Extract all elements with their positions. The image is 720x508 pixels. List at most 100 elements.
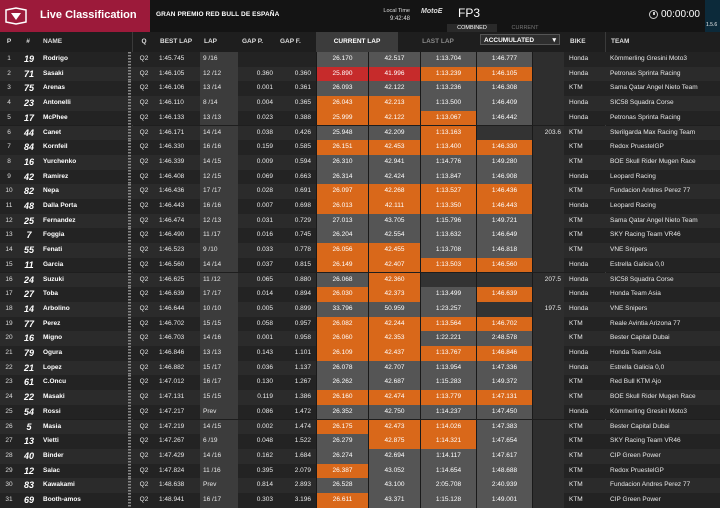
table-row[interactable]: 17 27 Toba Q2 1:46.639 17 /17 0.014 0.89… (0, 287, 720, 302)
table-row[interactable]: 28 40 Binder Q2 1:47.429 14 /16 0.162 1.… (0, 448, 720, 464)
table-row[interactable]: 9 42 Ramirez Q2 1:46.408 12 /15 0.069 0.… (0, 169, 720, 185)
row-drag-handle[interactable] (128, 257, 131, 273)
table-row[interactable]: 6 44 Canet Q2 1:46.171 14 /14 0.038 0.42… (0, 125, 720, 141)
row-drag-handle[interactable] (128, 213, 131, 229)
table-row[interactable]: 31 69 Booth-amos Q2 1:48.941 16 /17 0.30… (0, 493, 720, 508)
lap-time-cell: 1:46.639 (476, 287, 532, 302)
row-drag-handle[interactable] (128, 331, 131, 346)
table-row[interactable]: 22 21 Lopez Q2 1:46.882 15 /17 0.036 1.1… (0, 360, 720, 376)
row-drag-handle[interactable] (128, 272, 131, 288)
table-row[interactable]: 21 79 Ogura Q2 1:46.846 13 /13 0.143 1.1… (0, 346, 720, 361)
table-row[interactable]: 30 83 Kawakami Q2 1:48.638 Prev 0.814 2.… (0, 478, 720, 493)
table-row[interactable]: 29 12 Salac Q2 1:47.824 11 /16 0.395 2.0… (0, 463, 720, 479)
gap-first-cell: 0.957 (294, 319, 311, 327)
table-row[interactable]: 14 55 Fenati Q2 1:46.523 9 /10 0.033 0.7… (0, 243, 720, 258)
rider-name-cell: Fenati (43, 246, 63, 254)
row-drag-handle[interactable] (128, 125, 131, 141)
side-panel-toggle[interactable]: 1.5.6 (705, 0, 720, 32)
row-drag-handle[interactable] (128, 478, 131, 493)
best-lap-cell: 1:46.110 (159, 99, 184, 107)
table-row[interactable]: 5 17 McPhee Q2 1:46.133 13 /13 0.023 0.3… (0, 110, 720, 126)
table-row[interactable]: 15 11 Garcia Q2 1:46.560 14 /14 0.037 0.… (0, 257, 720, 273)
col-header-bike[interactable]: BIKE (570, 38, 586, 45)
row-drag-handle[interactable] (128, 199, 131, 214)
table-row[interactable]: 4 23 Antonelli Q2 1:46.110 8 /14 0.004 0… (0, 96, 720, 111)
table-row[interactable]: 1 19 Rodrigo Q2 1:45.745 9 /16 26.170 42… (0, 52, 720, 67)
col-header-name[interactable]: NAME (43, 38, 63, 45)
rider-name-cell: Booth-amos (43, 496, 81, 503)
bike-cell: KTM (569, 128, 583, 136)
col-header-q[interactable]: Q (141, 38, 147, 45)
tab-last-lap[interactable]: LAST LAP (422, 38, 454, 45)
col-header-best-lap[interactable]: BEST LAP (160, 38, 193, 45)
row-drag-handle[interactable] (128, 419, 131, 435)
row-drag-handle[interactable] (128, 169, 131, 185)
row-drag-handle[interactable] (128, 66, 131, 82)
table-row[interactable]: 13 7 Foggia Q2 1:46.490 11 /17 0.016 0.7… (0, 228, 720, 244)
table-row[interactable]: 10 82 Nepa Q2 1:46.436 17 /17 0.028 0.69… (0, 184, 720, 199)
row-drag-handle[interactable] (128, 81, 131, 97)
team-cell: CIP Green Power (610, 496, 661, 503)
row-drag-handle[interactable] (128, 463, 131, 479)
row-drag-handle[interactable] (128, 390, 131, 405)
col-header-number[interactable]: # (26, 38, 30, 45)
table-row[interactable]: 11 48 Dalla Porta Q2 1:46.443 16 /16 0.0… (0, 199, 720, 214)
rider-number-cell: 84 (23, 142, 34, 153)
qualify-cell: Q2 (139, 187, 149, 195)
col-header-gap-f[interactable]: GAP F. (280, 38, 301, 45)
table-row[interactable]: 27 13 Vietti Q2 1:47.267 6 /19 0.048 1.5… (0, 434, 720, 449)
table-row[interactable]: 16 24 Suzuki Q2 1:46.625 11 /12 0.065 0.… (0, 272, 720, 288)
row-drag-handle[interactable] (128, 434, 131, 449)
row-drag-handle[interactable] (128, 404, 131, 420)
qualify-cell: Q2 (139, 393, 149, 401)
best-lap-cell: 1:46.639 (159, 290, 185, 298)
table-row[interactable]: 23 61 C.Oncu Q2 1:47.012 16 /17 0.130 1.… (0, 375, 720, 391)
table-row[interactable]: 25 54 Rossi Q2 1:47.217 Prev 0.086 1.472… (0, 404, 720, 420)
row-drag-handle[interactable] (128, 448, 131, 464)
table-row[interactable]: 2 71 Sasaki Q2 1:46.105 12 /12 0.360 0.3… (0, 66, 720, 82)
table-row[interactable]: 12 25 Fernandez Q2 1:46.474 12 /13 0.031… (0, 213, 720, 229)
table-row[interactable]: 7 84 Kornfeil Q2 1:46.330 16 /16 0.159 0… (0, 140, 720, 155)
row-drag-handle[interactable] (128, 346, 131, 361)
col-header-gap-p[interactable]: GAP P. (242, 38, 264, 45)
row-drag-handle[interactable] (128, 375, 131, 391)
row-drag-handle[interactable] (128, 243, 131, 258)
rider-name-cell: Garcia (43, 260, 64, 268)
row-drag-handle[interactable] (128, 96, 131, 111)
row-drag-handle[interactable] (128, 154, 131, 170)
tab-current[interactable]: CURRENT (511, 25, 539, 31)
top-speed-cell (532, 96, 564, 111)
table-row[interactable]: 20 16 Migno Q2 1:46.703 14 /16 0.001 0.9… (0, 331, 720, 346)
col-header-team[interactable]: TEAM (611, 38, 630, 45)
row-drag-handle[interactable] (128, 360, 131, 376)
lap-count-cell: 12 /13 (200, 213, 238, 229)
table-row[interactable]: 26 5 Masia Q2 1:47.219 14 /15 0.002 1.47… (0, 419, 720, 435)
qualify-cell: Q2 (139, 378, 149, 386)
row-drag-handle[interactable] (128, 301, 131, 317)
sector-3-cell: 1:13.236 (420, 81, 476, 97)
row-drag-handle[interactable] (128, 184, 131, 199)
row-drag-handle[interactable] (128, 110, 131, 126)
row-drag-handle[interactable] (128, 316, 131, 332)
row-drag-handle[interactable] (128, 52, 131, 67)
tab-current-lap[interactable]: CURRENT LAP (316, 32, 398, 52)
col-header-lap[interactable]: LAP (204, 38, 217, 45)
table-row[interactable]: 18 14 Arbolino Q2 1:46.644 10 /10 0.005 … (0, 301, 720, 317)
row-drag-handle[interactable] (128, 228, 131, 244)
table-row[interactable]: 3 75 Arenas Q2 1:46.106 13 /14 0.001 0.3… (0, 81, 720, 97)
row-drag-handle[interactable] (128, 287, 131, 302)
sector-1-cell: 26.160 (316, 390, 368, 405)
sector-3-cell: 1:14.321 (420, 434, 476, 449)
table-row[interactable]: 24 22 Masaki Q2 1:47.131 15 /15 0.119 1.… (0, 390, 720, 405)
lap-time-cell: 1:46.908 (476, 169, 532, 185)
bike-cell: Honda (569, 172, 589, 180)
col-header-pos[interactable]: P (6, 38, 12, 45)
best-lap-cell: 1:46.644 (159, 304, 185, 312)
table-row[interactable]: 19 77 Perez Q2 1:46.702 15 /15 0.058 0.9… (0, 316, 720, 332)
tab-combined[interactable]: COMBINED (447, 24, 497, 32)
table-row[interactable]: 8 16 Yurchenko Q2 1:46.339 14 /15 0.009 … (0, 154, 720, 170)
accumulated-select[interactable]: ACCUMULATED (480, 34, 560, 46)
row-drag-handle[interactable] (128, 140, 131, 155)
row-drag-handle[interactable] (128, 493, 131, 508)
gap-previous-cell: 0.065 (256, 275, 273, 283)
